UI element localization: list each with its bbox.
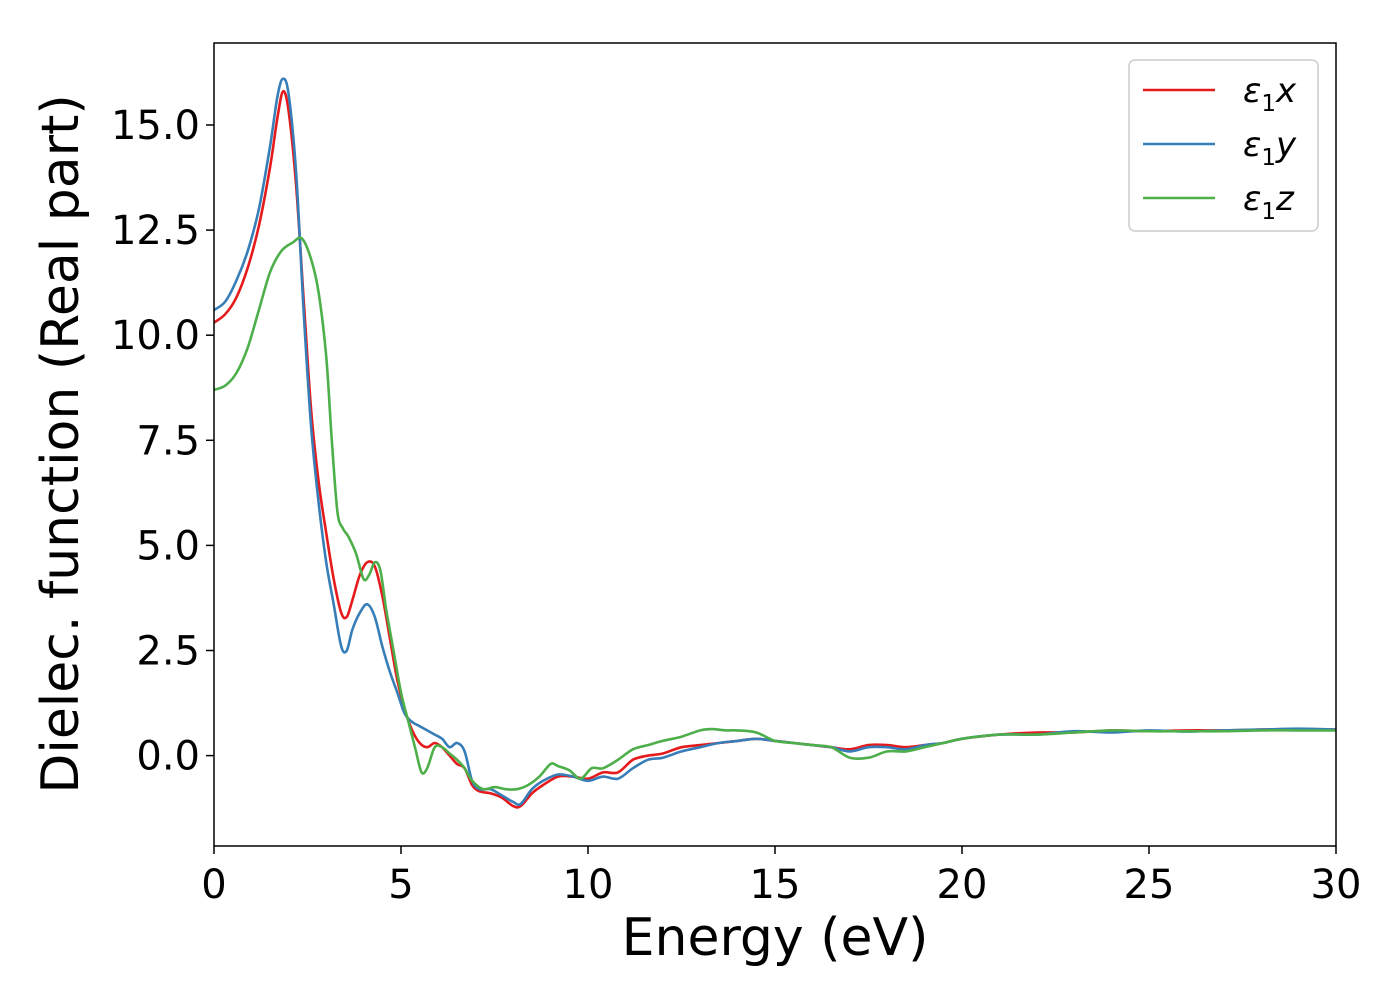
x-tick-label: 0 (201, 862, 226, 908)
x-axis-title: Energy (eV) (622, 908, 929, 968)
x-tick-label: 25 (1124, 862, 1175, 908)
plot-lines (213, 77, 1337, 809)
y-axis-title: Dielec. function (Real part) (31, 94, 91, 793)
y-tick-label: 15.0 (111, 103, 200, 149)
y-tick-label: 7.5 (136, 418, 200, 464)
y-tick-label: 2.5 (136, 629, 200, 675)
legend-label-y: ε1y (1243, 125, 1297, 171)
y-tick-label: 0.0 (136, 734, 200, 780)
y-tick-label: 12.5 (111, 208, 200, 254)
x-tick-label: 10 (563, 862, 614, 908)
x-tick-label: 20 (937, 862, 988, 908)
x-axis-ticks: 0 5 10 15 20 25 30 (201, 846, 1361, 908)
series-line-z (213, 236, 1336, 791)
x-tick-label: 30 (1311, 862, 1362, 908)
legend-label-x: ε1x (1243, 71, 1297, 117)
legend: ε1x ε1y ε1z (1128, 59, 1319, 232)
series-line-y (213, 77, 1337, 807)
legend-frame (1128, 59, 1319, 232)
legend-label-z: ε1z (1243, 179, 1295, 225)
y-tick-label: 5.0 (136, 523, 200, 569)
x-tick-label: 5 (388, 862, 413, 908)
y-axis-ticks: 0.0 2.5 5.0 7.5 10.0 12.5 15.0 (111, 103, 214, 780)
y-tick-label: 10.0 (111, 313, 200, 359)
x-tick-label: 15 (750, 862, 801, 908)
